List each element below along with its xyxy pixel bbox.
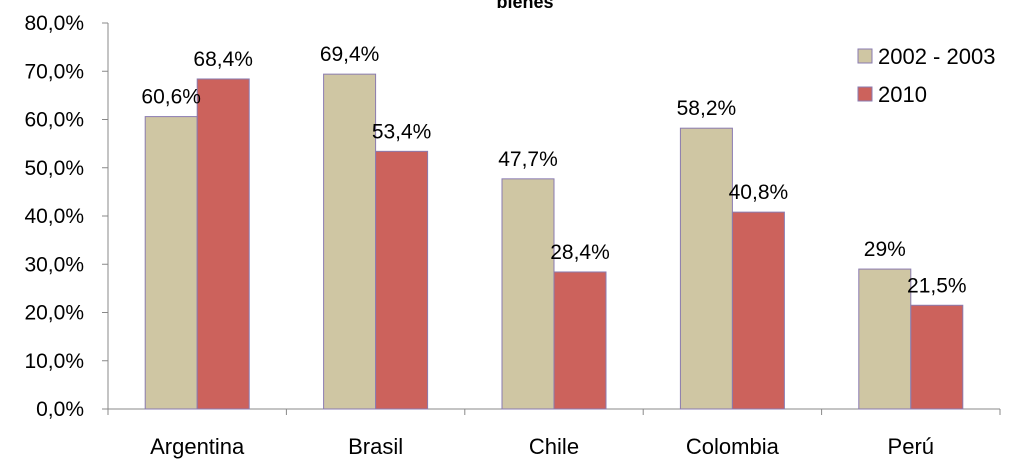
x-tick-label: Brasil xyxy=(348,434,403,459)
y-tick-label: 10,0% xyxy=(24,350,84,373)
y-tick-label: 80,0% xyxy=(24,12,84,35)
data-label: 53,4% xyxy=(372,120,432,143)
y-tick-label: 60,0% xyxy=(24,109,84,132)
bar-series2 xyxy=(731,211,785,410)
x-tick-label: Chile xyxy=(529,434,579,459)
data-label: 68,4% xyxy=(193,48,253,71)
bar-series2 xyxy=(196,78,250,410)
chart-title: bienes xyxy=(496,0,553,12)
bar-series1 xyxy=(144,116,198,410)
legend-label: 2010 xyxy=(878,82,927,107)
x-tick-label: Argentina xyxy=(150,434,245,459)
data-label: 58,2% xyxy=(677,97,737,120)
bar-series1 xyxy=(858,268,912,410)
axes: 0,0% 10,0% 20,0% 30,0% 40,0% 50,0% 60,0% 70,0% 8… xyxy=(24,12,1001,459)
bar-series1 xyxy=(679,127,733,410)
data-label: 60,6% xyxy=(141,86,201,109)
bar-series1 xyxy=(501,178,555,410)
bar-series1 xyxy=(323,73,377,410)
data-label: 69,4% xyxy=(320,43,380,66)
data-label: 40,8% xyxy=(729,181,789,204)
bar-series2 xyxy=(375,150,429,410)
y-tick-label: 70,0% xyxy=(24,60,84,83)
data-label: 21,5% xyxy=(907,274,967,297)
legend: 2002 - 2003 2010 xyxy=(857,44,995,107)
data-label: 29% xyxy=(864,238,906,261)
bar-series2 xyxy=(910,304,964,410)
y-tick-label: 30,0% xyxy=(24,253,84,276)
x-tick-label: Colombia xyxy=(686,434,780,459)
y-tick-label: 50,0% xyxy=(24,157,84,180)
x-tick-label: Perú xyxy=(888,434,934,459)
y-tick-label: 40,0% xyxy=(24,205,84,228)
legend-swatch xyxy=(857,86,873,102)
bar-series2 xyxy=(553,271,607,410)
legend-swatch xyxy=(857,48,873,64)
y-tick-label: 20,0% xyxy=(24,302,84,325)
data-labels: 60,6% 69,4% 47,7% 58,2% 29% 68,4% 53,4% 28,4% 40… xyxy=(141,43,966,297)
data-label: 47,7% xyxy=(498,148,558,171)
bars xyxy=(144,73,964,410)
y-tick-label: 0,0% xyxy=(36,398,84,421)
legend-label: 2002 - 2003 xyxy=(878,44,995,69)
data-label: 28,4% xyxy=(550,241,610,264)
